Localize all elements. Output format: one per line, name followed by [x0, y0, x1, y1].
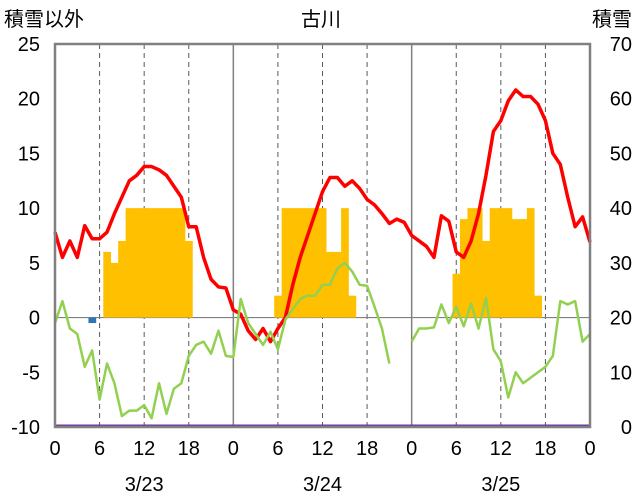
bar — [274, 295, 282, 318]
bar — [526, 208, 535, 318]
bar — [467, 208, 476, 318]
y-axis-right: 70 60 50 40 30 20 10 0 — [610, 34, 632, 439]
bar — [348, 295, 357, 318]
bar — [497, 208, 505, 318]
bar — [452, 273, 461, 318]
date-labels: 3/23 3/24 3/25 — [125, 474, 521, 496]
y-left-title: 積雪以外 — [4, 8, 84, 31]
frame — [53, 42, 592, 429]
bar — [504, 208, 513, 318]
series-line — [410, 296, 591, 399]
x-tick-label: 12 — [133, 438, 155, 460]
y-right-tick-label: 50 — [610, 143, 632, 165]
bar — [519, 219, 528, 318]
date-label: 3/25 — [481, 474, 520, 496]
date-label: 3/24 — [303, 474, 342, 496]
x-tick-label: 18 — [356, 438, 378, 460]
x-axis: 0 6 12 18 0 6 12 18 0 6 12 18 0 — [49, 438, 595, 460]
bar — [170, 208, 178, 318]
y-right-tick-label: 0 — [621, 417, 632, 439]
y-axis-left: 25 20 15 10 5 0 -5 -10 — [11, 34, 40, 439]
y-left-tick-label: 10 — [18, 198, 40, 220]
x-tick-label: 6 — [451, 438, 462, 460]
bar — [489, 208, 498, 318]
bar — [125, 208, 134, 318]
y-left-tick-label: 20 — [18, 89, 40, 111]
bar — [155, 208, 164, 318]
x-tick-label: 12 — [490, 438, 512, 460]
date-label: 3/23 — [125, 474, 164, 496]
y-right-tick-label: 30 — [610, 253, 632, 275]
x-tick-label: 6 — [94, 438, 105, 460]
bar — [162, 208, 171, 318]
bar — [311, 208, 320, 318]
x-tick-label: 12 — [311, 438, 333, 460]
x-tick-label: 0 — [584, 438, 595, 460]
y-left-tick-label: 25 — [18, 34, 40, 56]
plot-frame — [53, 42, 592, 429]
bar — [482, 240, 490, 318]
bar — [289, 208, 297, 318]
y-left-tick-label: 0 — [29, 308, 40, 330]
y-right-tick-label: 60 — [610, 89, 632, 111]
y-left-tick-label: -10 — [11, 417, 40, 439]
bar — [459, 219, 468, 318]
bar — [318, 208, 327, 318]
bar — [147, 208, 156, 318]
y-right-tick-label: 20 — [610, 308, 632, 330]
bar — [140, 208, 149, 318]
y-left-tick-label: 15 — [18, 143, 40, 165]
chart-title: 古川 — [301, 8, 341, 31]
bar — [185, 240, 193, 318]
x-tick-label: 0 — [49, 438, 60, 460]
y-right-tick-label: 70 — [610, 34, 632, 56]
bar — [511, 219, 520, 318]
bar — [103, 251, 112, 318]
bar — [110, 262, 119, 318]
bar — [303, 208, 312, 318]
series-line — [53, 88, 592, 344]
y-right-title: 積雪 — [592, 8, 632, 31]
y-right-tick-label: 10 — [610, 362, 632, 384]
y-left-tick-label: -5 — [22, 362, 40, 384]
y-right-tick-label: 40 — [610, 198, 632, 220]
bar — [118, 240, 126, 318]
bar — [133, 208, 141, 318]
x-tick-label: 6 — [272, 438, 283, 460]
x-tick-label: 18 — [534, 438, 556, 460]
bar — [534, 295, 542, 318]
bar — [88, 317, 97, 324]
series-line — [53, 261, 391, 420]
bar — [333, 251, 342, 318]
x-tick-label: 0 — [228, 438, 239, 460]
bar — [281, 208, 290, 318]
x-tick-label: 18 — [178, 438, 200, 460]
bar — [474, 208, 483, 318]
y-left-tick-label: 5 — [29, 253, 40, 275]
bar — [177, 208, 186, 318]
x-tick-label: 0 — [406, 438, 417, 460]
